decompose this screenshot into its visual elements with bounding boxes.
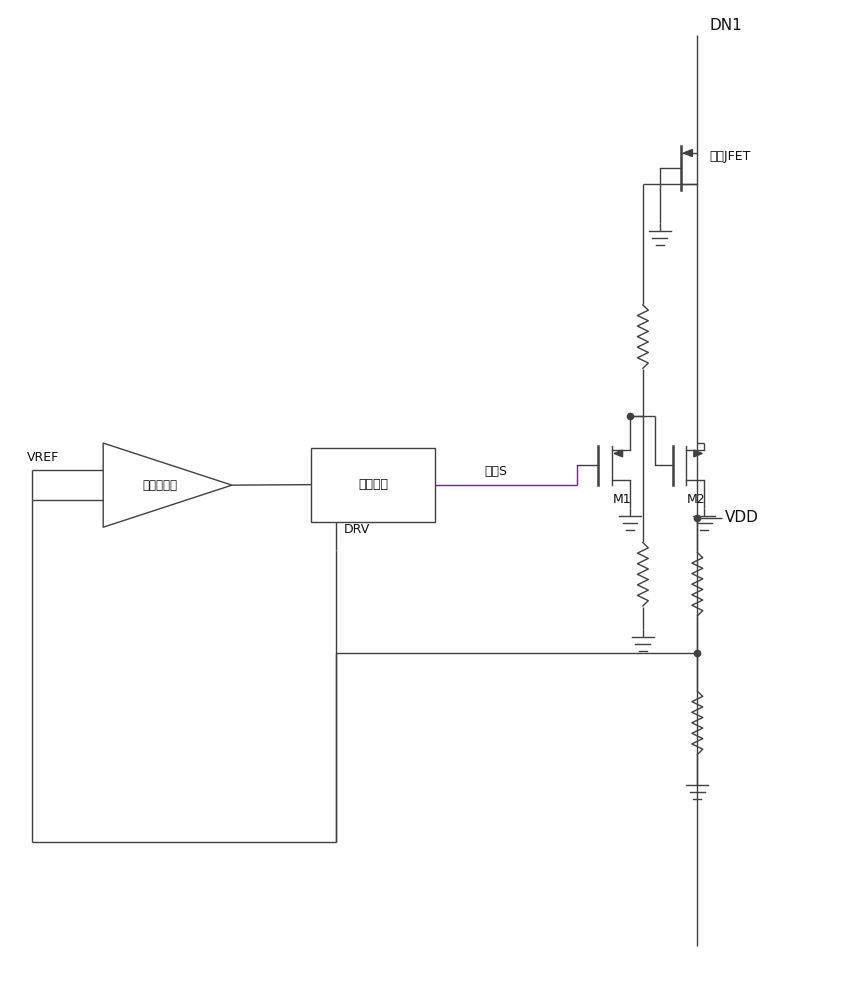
Text: 控制电路: 控制电路 <box>358 478 388 491</box>
Text: 信号S: 信号S <box>484 465 507 478</box>
Text: DRV: DRV <box>343 523 370 536</box>
Text: M2: M2 <box>686 493 705 506</box>
Text: M1: M1 <box>612 493 630 506</box>
Text: VREF: VREF <box>27 451 59 464</box>
Polygon shape <box>613 450 622 457</box>
Bar <box>311 448 435 522</box>
Text: DN1: DN1 <box>708 18 741 33</box>
Polygon shape <box>693 450 701 457</box>
Text: 高压JFET: 高压JFET <box>708 150 750 163</box>
Polygon shape <box>682 149 692 157</box>
Text: VDD: VDD <box>724 510 758 525</box>
Text: 迟滞比较器: 迟滞比较器 <box>142 479 177 492</box>
